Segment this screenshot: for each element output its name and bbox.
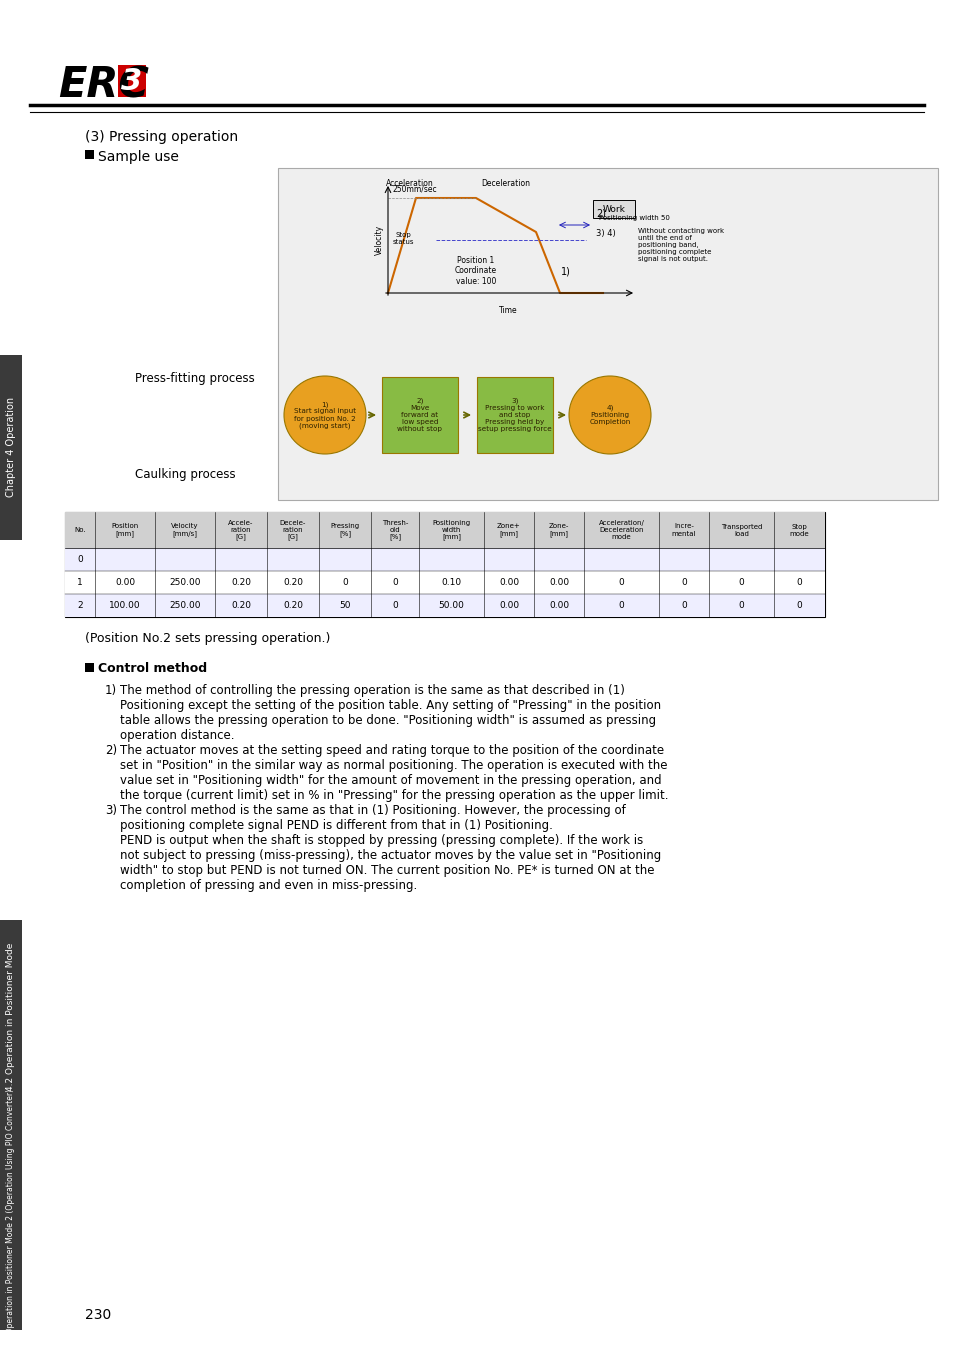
Text: 0.20: 0.20 [283,601,303,610]
Bar [85,150,94,159]
Bar [65,512,824,617]
Text: Velocity: Velocity [375,225,384,255]
Text: 0: 0 [738,578,743,587]
Text: Without contacting work
until the end of
positioning band,
positioning complete
: Without contacting work until the end of… [638,228,723,262]
Text: 250.00: 250.00 [169,578,200,587]
Text: Stop
status: Stop status [393,232,414,244]
Text: Press-fitting process: Press-fitting process [135,373,254,385]
Bar [118,65,146,97]
Text: (Position No.2 sets pressing operation.): (Position No.2 sets pressing operation.) [85,632,330,645]
Text: Pressing
[%]: Pressing [%] [330,524,359,537]
Text: 0.00: 0.00 [548,578,569,587]
Text: Position 1
Coordinate
value: 100: Position 1 Coordinate value: 100 [455,256,497,286]
Text: 0: 0 [342,578,348,587]
Text: 0.20: 0.20 [283,578,303,587]
Text: 0: 0 [796,578,801,587]
Bar [65,594,824,617]
Text: 0: 0 [680,601,686,610]
Text: 1): 1) [560,267,570,277]
Bar [85,663,94,672]
Text: 0.00: 0.00 [498,601,518,610]
Text: 1): 1) [105,684,117,697]
Text: 50: 50 [339,601,351,610]
Text: 3: 3 [121,66,143,96]
Text: 250.00: 250.00 [169,601,200,610]
Text: 2): 2) [105,744,117,757]
Bar [0,1115,22,1330]
Text: Work: Work [602,204,625,213]
Text: 0: 0 [796,601,801,610]
Text: Time: Time [498,306,517,315]
Text: Accele-
ration
[G]: Accele- ration [G] [228,520,253,540]
Text: No.: No. [74,526,86,533]
Text: 0: 0 [77,555,83,564]
Text: 0: 0 [618,601,623,610]
Text: 3)
Pressing to work
and stop
Pressing held by
setup pressing force: 3) Pressing to work and stop Pressing he… [477,398,551,432]
Text: 0.00: 0.00 [498,578,518,587]
Text: Transported
load: Transported load [720,524,761,536]
Text: 0.10: 0.10 [441,578,461,587]
Ellipse shape [284,377,366,454]
Text: 0.20: 0.20 [231,601,251,610]
Text: 0: 0 [618,578,623,587]
Text: Stop
mode: Stop mode [789,524,808,536]
Text: Positioning width 50: Positioning width 50 [598,215,669,221]
Ellipse shape [568,377,650,454]
Text: Velocity
[mm/s]: Velocity [mm/s] [172,524,198,537]
Bar [277,167,937,500]
Text: 100.00: 100.00 [109,601,141,610]
Text: Zone+
[mm]: Zone+ [mm] [497,524,520,537]
Text: 4)
Positioning
Completion: 4) Positioning Completion [589,405,630,425]
Text: ERC: ERC [58,63,149,107]
Text: 2)
Move
forward at
low speed
without stop: 2) Move forward at low speed without sto… [397,398,442,432]
Text: 3) 4): 3) 4) [596,230,615,238]
Text: 0: 0 [680,578,686,587]
Text: The control method is the same as that in (1) Positioning. However, the processi: The control method is the same as that i… [120,805,660,892]
Text: 0: 0 [738,601,743,610]
Text: 3): 3) [105,805,117,817]
Bar [593,200,635,217]
Text: Acceleration: Acceleration [386,180,434,188]
Text: Zone-
[mm]: Zone- [mm] [548,524,569,537]
Text: (3) Pressing operation: (3) Pressing operation [85,130,238,144]
Bar [65,571,824,594]
Bar [476,377,553,454]
Bar [381,377,457,454]
Text: 0.20: 0.20 [231,578,251,587]
Text: Caulking process: Caulking process [135,468,235,481]
Text: 0.00: 0.00 [114,578,135,587]
Text: Decele-
ration
[G]: Decele- ration [G] [279,520,306,540]
Text: Positioning
width
[mm]: Positioning width [mm] [432,520,470,540]
Text: The method of controlling the pressing operation is the same as that described i: The method of controlling the pressing o… [120,684,660,743]
Text: 2: 2 [77,601,83,610]
Text: 250mm/sec: 250mm/sec [393,185,437,194]
Text: Sample use: Sample use [98,150,179,163]
Text: Control method: Control method [98,662,207,675]
Text: 2): 2) [596,208,605,217]
Text: 4.2 Operation in Positioner Mode: 4.2 Operation in Positioner Mode [7,942,15,1091]
Text: 0.00: 0.00 [548,601,569,610]
Text: Deceleration: Deceleration [481,180,530,188]
Text: Chapter 4 Operation: Chapter 4 Operation [6,397,16,497]
Bar [0,355,22,540]
Text: Thresh-
old
[%]: Thresh- old [%] [381,520,408,540]
Bar [0,919,22,1115]
Text: 0: 0 [392,578,397,587]
Text: 230: 230 [85,1308,112,1322]
Text: 50.00: 50.00 [438,601,464,610]
Text: The actuator moves at the setting speed and rating torque to the position of the: The actuator moves at the setting speed … [120,744,668,802]
Text: Incre-
mental: Incre- mental [671,524,696,536]
Text: 1)
Start signal input
for position No. 2
(moving start): 1) Start signal input for position No. 2… [294,401,355,429]
Bar [65,512,824,548]
Text: Position
[mm]: Position [mm] [112,524,138,537]
Bar [65,548,824,571]
Text: Acceleration/
Deceleration
mode: Acceleration/ Deceleration mode [598,520,644,540]
Text: 4.2.3 Operation in Positioner Mode 2 (Operation Using PIO Converter): 4.2.3 Operation in Positioner Mode 2 (Op… [7,1089,15,1350]
Text: 1: 1 [77,578,83,587]
Text: 0: 0 [392,601,397,610]
